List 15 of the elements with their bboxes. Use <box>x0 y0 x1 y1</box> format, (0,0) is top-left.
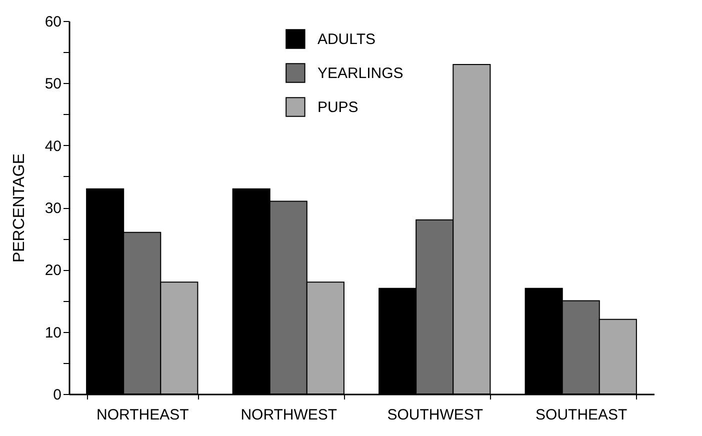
legend-label: ADULTS <box>317 31 376 48</box>
legend-label: YEARLINGS <box>317 65 404 82</box>
y-tick-label: 60 <box>44 14 62 30</box>
y-tick-label: 0 <box>53 386 62 404</box>
y-tick-label: 20 <box>44 262 62 280</box>
x-tick-label: SOUTHWEST <box>387 406 484 424</box>
y-tick-label: 10 <box>44 324 62 342</box>
y-tick-label: 40 <box>44 138 62 155</box>
x-tick-label: SOUTHEAST <box>536 406 628 424</box>
legend-label: PUPS <box>317 99 358 116</box>
x-tick-label: NORTHEAST <box>96 406 189 424</box>
y-tick-label: 30 <box>44 200 62 217</box>
y-axis-title: PERCENTAGE <box>10 153 28 263</box>
y-tick-label: 50 <box>44 76 62 93</box>
x-tick-label: NORTHWEST <box>240 406 338 424</box>
